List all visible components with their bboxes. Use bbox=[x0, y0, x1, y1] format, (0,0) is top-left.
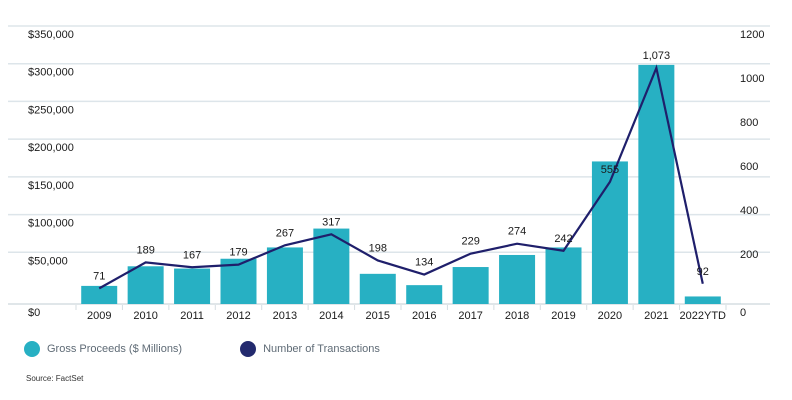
x-tick-label: 2015 bbox=[366, 310, 390, 322]
y-left-tick-label: $0 bbox=[28, 307, 40, 319]
gross-proceeds-swatch-icon bbox=[24, 341, 40, 357]
bar bbox=[359, 273, 396, 304]
y-left-tick-label: $300,000 bbox=[28, 67, 74, 79]
y-right-tick-label: 0 bbox=[740, 307, 746, 319]
data-label: 71 bbox=[93, 270, 105, 282]
x-tick-label: 2014 bbox=[319, 310, 343, 322]
y-left-tick-label: $200,000 bbox=[28, 142, 74, 154]
x-tick-label: 2019 bbox=[551, 310, 575, 322]
bar bbox=[406, 285, 443, 304]
bar bbox=[452, 267, 489, 304]
legend-item-gross-proceeds: Gross Proceeds ($ Millions) bbox=[24, 341, 182, 357]
x-tick-label: 2010 bbox=[133, 310, 157, 322]
data-label: 198 bbox=[369, 242, 387, 254]
data-label: 189 bbox=[136, 244, 154, 256]
data-label: 555 bbox=[601, 164, 619, 176]
data-label: 274 bbox=[508, 226, 526, 238]
legend-label: Number of Transactions bbox=[263, 343, 380, 355]
data-label: 229 bbox=[461, 236, 479, 248]
x-tick-label: 2022YTD bbox=[680, 310, 727, 322]
data-label: 167 bbox=[183, 249, 201, 261]
x-tick-label: 2012 bbox=[226, 310, 250, 322]
bar bbox=[313, 228, 350, 304]
data-label: 317 bbox=[322, 216, 340, 228]
y-right-tick-label: 1200 bbox=[740, 29, 764, 41]
legend: Gross Proceeds ($ Millions) Number of Tr… bbox=[24, 341, 438, 357]
x-tick-label: 2021 bbox=[644, 310, 668, 322]
x-tick-label: 2018 bbox=[505, 310, 529, 322]
data-label: 134 bbox=[415, 257, 433, 269]
chart: $0 $50,000 $100,000 $150,000 $200,000 $250,00… bbox=[8, 25, 770, 322]
data-label: 1,073 bbox=[643, 50, 671, 62]
x-tick-label: 2013 bbox=[273, 310, 297, 322]
x-tick-label: 2017 bbox=[458, 310, 482, 322]
data-label: 242 bbox=[554, 233, 572, 245]
transactions-swatch-icon bbox=[240, 341, 257, 357]
y-left-tick-label: $50,000 bbox=[28, 255, 68, 267]
source-note: Source: FactSet bbox=[26, 374, 84, 383]
x-tick-label: 2009 bbox=[87, 310, 111, 322]
bar bbox=[684, 296, 721, 304]
y-left-tick-label: $100,000 bbox=[28, 218, 74, 230]
y-left-tick-label: $350,000 bbox=[28, 29, 74, 41]
bar bbox=[266, 247, 303, 304]
legend-item-transactions: Number of Transactions bbox=[240, 341, 380, 357]
y-right-tick-label: 1000 bbox=[740, 73, 764, 85]
transactions-line bbox=[98, 64, 704, 290]
y-right-tick-label: 600 bbox=[740, 161, 758, 173]
bar bbox=[545, 247, 582, 304]
data-label: 92 bbox=[697, 266, 709, 278]
bar bbox=[638, 64, 675, 305]
bar bbox=[499, 254, 536, 304]
y-right-tick-label: 200 bbox=[740, 249, 758, 261]
data-label: 267 bbox=[276, 227, 294, 239]
x-tick-label: 2011 bbox=[180, 310, 204, 322]
y-left-tick-label: $150,000 bbox=[28, 180, 74, 192]
x-tick-label: 2016 bbox=[412, 310, 436, 322]
bar bbox=[591, 161, 628, 304]
y-left-tick-label: $250,000 bbox=[28, 104, 74, 116]
bar bbox=[81, 285, 118, 304]
y-right-tick-label: 400 bbox=[740, 205, 758, 217]
y-right-tick-label: 800 bbox=[740, 117, 758, 129]
bar bbox=[174, 268, 211, 304]
x-tick-label: 2020 bbox=[598, 310, 622, 322]
legend-label: Gross Proceeds ($ Millions) bbox=[47, 343, 183, 355]
bar bbox=[127, 266, 164, 304]
data-label: 179 bbox=[229, 247, 247, 259]
